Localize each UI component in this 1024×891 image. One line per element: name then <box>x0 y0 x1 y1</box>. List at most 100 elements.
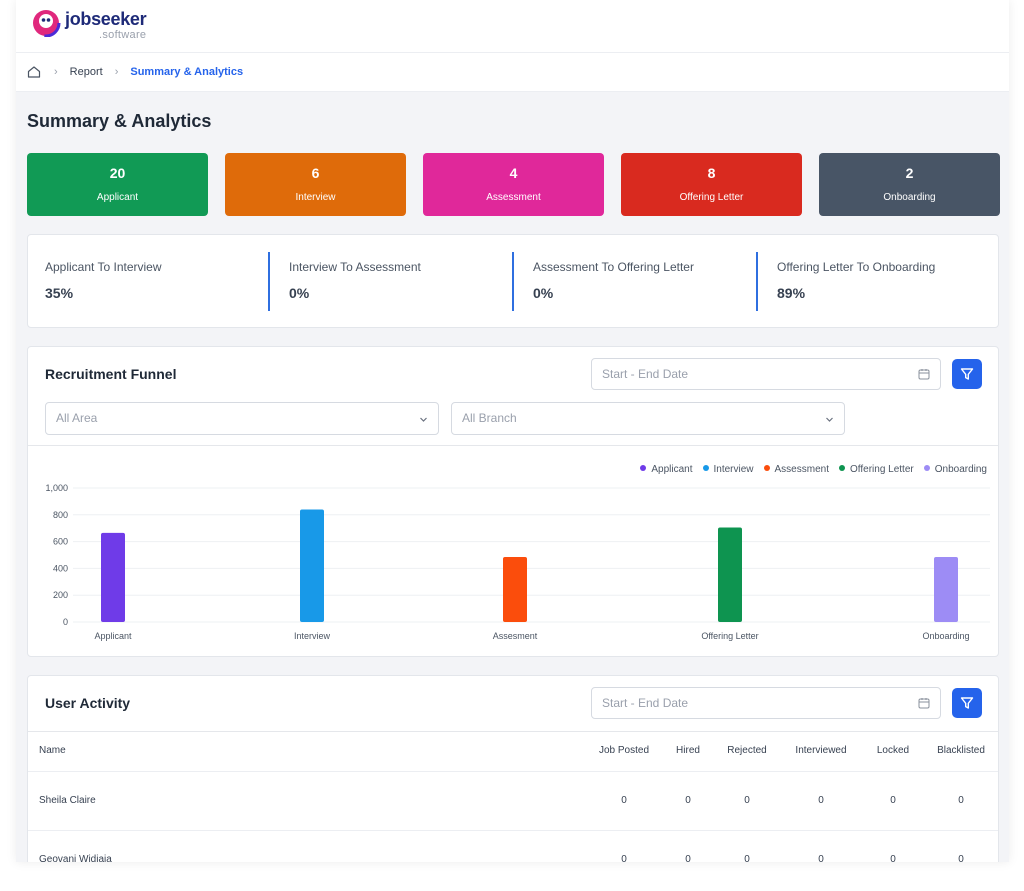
stat-card-assessment[interactable]: 4 Assessment <box>423 153 604 216</box>
cell-locked: 0 <box>890 854 896 862</box>
x-tick-label: Onboarding <box>922 631 969 641</box>
conversion-title: Offering Letter To Onboarding <box>777 260 936 274</box>
cell-job-posted: 0 <box>621 795 627 806</box>
breadcrumb-report[interactable]: Report <box>69 66 103 78</box>
legend-item[interactable]: Assessment <box>763 464 829 475</box>
column-header-locked[interactable]: Locked <box>876 745 910 756</box>
stat-label: Interview <box>295 192 336 203</box>
filter-icon <box>960 368 974 380</box>
cell-interviewed: 0 <box>818 795 824 806</box>
y-tick-label: 600 <box>53 537 68 547</box>
conversion-title: Applicant To Interview <box>45 260 162 274</box>
area-select-value: All Area <box>56 411 98 425</box>
cell-rejected: 0 <box>744 795 750 806</box>
app-window: jobseeker .software › Report › Summary &… <box>16 0 1009 862</box>
column-header-interviewed[interactable]: Interviewed <box>795 745 847 756</box>
brand-logo-icon[interactable] <box>32 9 62 37</box>
cell-blacklisted: 0 <box>958 854 964 862</box>
column-header-name[interactable]: Name <box>39 745 66 756</box>
column-header-job-posted[interactable]: Job Posted <box>598 745 650 756</box>
legend-item[interactable]: Offering Letter <box>838 464 914 475</box>
bar-assesment <box>503 557 527 622</box>
bar-onboarding <box>934 557 958 622</box>
breadcrumb: › Report › Summary & Analytics <box>16 53 1009 92</box>
legend-item[interactable]: Applicant <box>640 464 693 475</box>
y-tick-label: 1,000 <box>45 483 68 493</box>
conversion-value: 89% <box>777 285 806 301</box>
y-tick-label: 200 <box>53 590 68 600</box>
filter-button[interactable] <box>952 359 982 389</box>
legend-label: Onboarding <box>934 464 987 475</box>
cell-rejected: 0 <box>744 854 750 862</box>
panel-title: Recruitment Funnel <box>45 366 177 382</box>
stat-value: 20 <box>109 165 126 181</box>
filter-icon <box>960 697 974 709</box>
filter-button[interactable] <box>952 688 982 718</box>
date-range-input[interactable]: Start - End Date <box>591 358 941 390</box>
branch-select-value: All Branch <box>462 411 517 425</box>
date-range-placeholder: Start - End Date <box>602 367 689 381</box>
stat-card-onboarding[interactable]: 2 Onboarding <box>819 153 1000 216</box>
stat-label: Applicant <box>96 192 139 203</box>
y-tick-label: 0 <box>63 617 68 627</box>
legend-label: Assessment <box>774 464 829 475</box>
cell-hired: 0 <box>685 795 691 806</box>
chevron-right-icon: › <box>114 66 119 78</box>
stat-label: Offering Letter <box>679 192 744 203</box>
branch-select[interactable]: All Branch <box>451 402 845 435</box>
column-header-rejected[interactable]: Rejected <box>727 745 767 756</box>
legend-label: Offering Letter <box>849 464 914 475</box>
calendar-icon <box>918 369 930 380</box>
stat-value: 2 <box>905 165 914 181</box>
legend-item[interactable]: Interview <box>702 464 754 475</box>
recruitment-funnel-chart: 0 200 400 600 800 1,000 Applicant Interview Asse… <box>45 483 990 641</box>
stat-card-offering-letter[interactable]: 8 Offering Letter <box>621 153 802 216</box>
chevron-down-icon <box>420 417 427 422</box>
stat-card-applicant[interactable]: 20 Applicant <box>27 153 208 216</box>
brand-name: jobseeker <box>65 9 147 29</box>
y-tick-label: 400 <box>53 563 68 573</box>
chart-legend: Applicant Interview Assessment Offering Let… <box>640 464 987 475</box>
stat-value: 4 <box>509 165 518 181</box>
conversion-title: Assessment To Offering Letter <box>533 260 694 274</box>
column-header-hired[interactable]: Hired <box>676 745 700 756</box>
bar-offering-letter <box>718 527 742 622</box>
table-row[interactable]: Sheila Claire 0 0 0 0 0 0 <box>28 771 998 830</box>
table-header: Name Job Posted Hired Rejected Interview… <box>28 731 998 771</box>
stat-value: 8 <box>707 165 716 181</box>
legend-dot-icon <box>763 465 770 472</box>
legend-dot-icon <box>838 465 845 472</box>
column-header-blacklisted[interactable]: Blacklisted <box>937 745 985 756</box>
stat-label: Assessment <box>486 192 541 203</box>
conversion-title: Interview To Assessment <box>289 260 421 274</box>
cell-name: Sheila Claire <box>39 795 96 806</box>
x-tick-label: Offering Letter <box>701 631 758 641</box>
panel-title: User Activity <box>45 695 131 711</box>
legend-dot-icon <box>702 465 709 472</box>
legend-label: Applicant <box>651 464 693 475</box>
calendar-icon <box>918 698 930 709</box>
bar-applicant <box>101 532 125 622</box>
page-title: Summary & Analytics <box>27 111 212 131</box>
chevron-down-icon <box>826 417 833 422</box>
cell-blacklisted: 0 <box>958 795 964 806</box>
chevron-right-icon: › <box>54 66 58 78</box>
recruitment-funnel-panel: Recruitment Funnel Start - End Date All … <box>27 346 999 657</box>
stat-label: Onboarding <box>883 192 936 203</box>
table-row[interactable]: Geovani Widjaja 0 0 0 0 0 0 <box>28 830 998 862</box>
conversion-value: 35% <box>45 285 74 301</box>
x-tick-label: Interview <box>294 631 331 641</box>
divider <box>28 445 998 446</box>
cell-job-posted: 0 <box>621 854 627 862</box>
y-tick-label: 800 <box>53 510 68 520</box>
x-tick-label: Applicant <box>94 631 132 641</box>
area-select[interactable]: All Area <box>45 402 439 435</box>
legend-item[interactable]: Onboarding <box>923 464 987 475</box>
divider <box>756 252 758 311</box>
cell-hired: 0 <box>685 854 691 862</box>
home-icon[interactable] <box>26 64 42 80</box>
user-activity-panel: User Activity Start - End Date Name Job … <box>27 675 999 862</box>
divider <box>512 252 514 311</box>
stat-card-interview[interactable]: 6 Interview <box>225 153 406 216</box>
date-range-input[interactable]: Start - End Date <box>591 687 941 719</box>
